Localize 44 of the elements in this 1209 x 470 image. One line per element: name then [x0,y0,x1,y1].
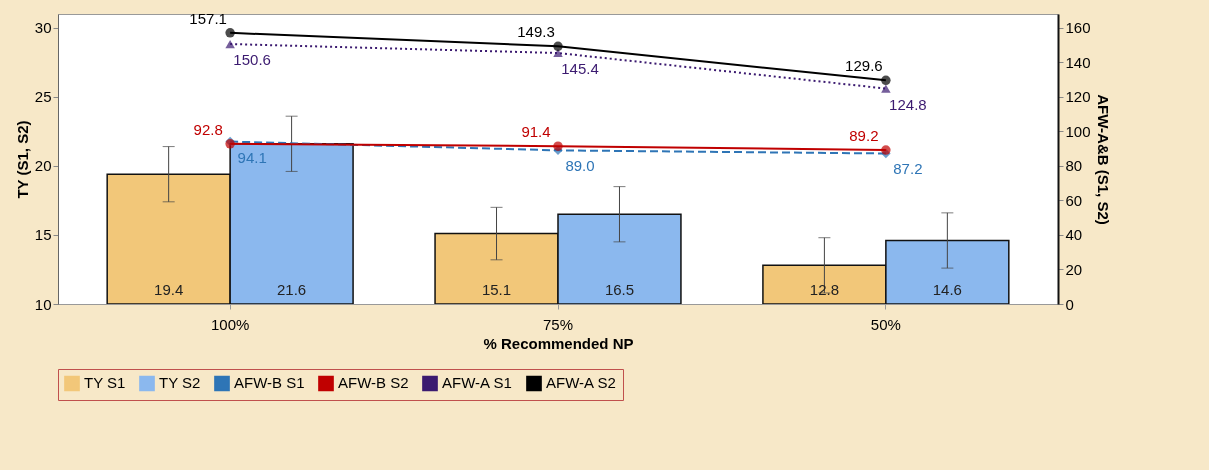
y2-tick-label: 0 [1065,295,1074,313]
data-label: 157.1 [189,9,227,27]
y2-tick-label: 100 [1065,122,1091,140]
y-tick-label: 25 [34,88,52,106]
x-tick-label: 100% [210,315,250,333]
data-label: 15.1 [481,281,512,298]
x-axis-title: % Recommended NP [483,334,634,352]
legend-label: TY S1 [84,374,126,392]
y-tick-label: 15 [34,226,52,244]
y2-tick-label: 160 [1065,19,1091,37]
x-tick-label: 50% [870,315,901,333]
y2-tick-label: 120 [1065,88,1091,106]
y2-tick-label: 140 [1065,53,1091,71]
data-label: 149.3 [517,23,555,41]
y2-tick-label: 20 [1065,260,1083,278]
data-label: 87.2 [893,160,923,178]
data-label: 124.8 [889,95,927,113]
y2-tick-label: 80 [1065,157,1083,175]
y-tick-label: 30 [34,19,52,37]
legend-label: AFW-A S2 [546,374,616,392]
data-label: 14.6 [932,281,962,298]
data-label: 89.0 [565,157,595,175]
data-label: 12.8 [809,281,839,298]
legend-label: TY S2 [159,374,201,392]
y-tick-label: 10 [34,295,52,313]
data-label: 92.8 [193,120,223,138]
data-label: 21.6 [277,281,307,298]
data-label: 94.1 [237,148,267,166]
y2-tick-label: 40 [1065,226,1083,244]
data-label: 129.6 [845,57,883,75]
legend-label: AFW-B S1 [234,374,305,392]
data-label: 91.4 [521,123,551,141]
y2-tick-label: 60 [1065,191,1083,209]
data-label: 145.4 [561,60,599,78]
y2-axis-title: AFW-A&B (S1, S2) [1094,94,1112,225]
data-label: 89.2 [849,127,879,145]
data-label: 19.4 [154,281,184,298]
legend-label: AFW-B S2 [338,374,409,392]
y-axis-title: TY (S1, S2) [13,120,31,199]
legend-label: AFW-A S1 [442,374,512,392]
data-label: 16.5 [604,281,635,298]
x-tick-label: 75% [542,315,574,333]
data-label: 150.6 [233,51,271,69]
y-tick-label: 20 [34,157,52,175]
